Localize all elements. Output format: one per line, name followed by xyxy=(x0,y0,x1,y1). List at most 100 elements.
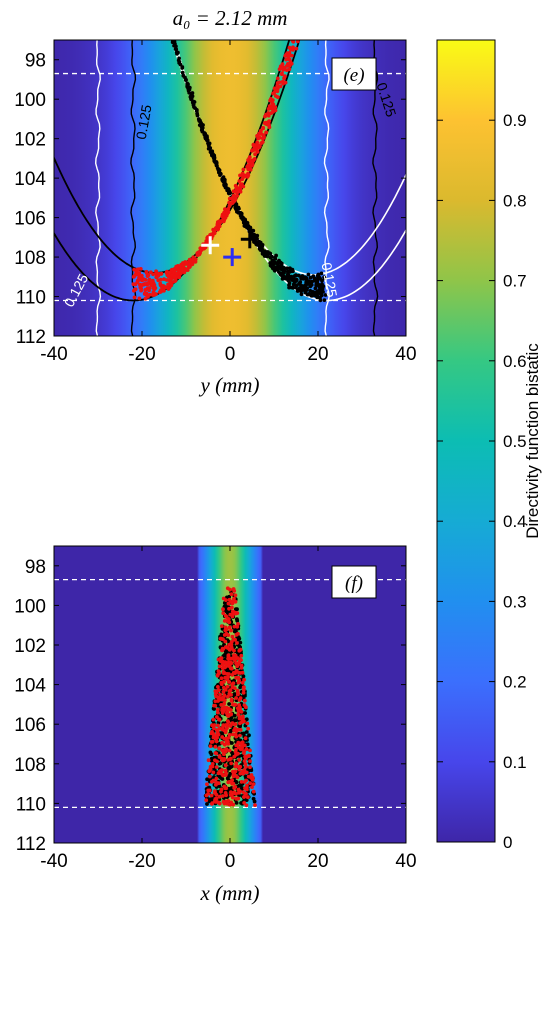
scatter-point xyxy=(293,25,297,29)
scatter-point xyxy=(234,696,239,700)
scatter-point xyxy=(210,802,214,806)
scatter-point xyxy=(304,8,308,12)
scatter-point xyxy=(133,287,137,292)
scatter-point xyxy=(220,748,225,753)
scatter-point xyxy=(227,672,231,676)
scatter-point xyxy=(301,2,305,6)
contour-label: 0.125 xyxy=(133,103,155,140)
scatter-point xyxy=(238,640,243,645)
scatter-point xyxy=(210,739,215,744)
scatter-point xyxy=(285,266,290,271)
y-tick-label: 102 xyxy=(14,636,46,657)
scatter-point xyxy=(166,23,170,27)
scatter-point xyxy=(170,31,174,35)
scatter-point xyxy=(255,149,260,154)
scatter-point xyxy=(156,278,161,283)
scatter-point xyxy=(212,159,217,163)
scatter-point xyxy=(214,796,219,801)
scatter-point xyxy=(323,293,328,297)
scatter-point xyxy=(236,712,241,717)
scatter-point xyxy=(308,284,313,289)
scatter-point xyxy=(169,283,174,288)
scatter-point xyxy=(172,274,177,279)
scatter-point xyxy=(212,707,217,711)
scatter-point xyxy=(204,798,209,802)
scatter-point xyxy=(210,149,215,154)
scatter-point xyxy=(301,11,305,15)
scatter-point xyxy=(291,32,295,36)
scatter-point xyxy=(189,94,193,98)
scatter-point xyxy=(294,283,299,288)
scatter-point xyxy=(215,707,220,712)
scatter-point xyxy=(299,24,303,28)
scatter-point xyxy=(214,776,219,781)
scatter-point xyxy=(227,606,231,611)
scatter-point xyxy=(176,58,181,63)
scatter-point xyxy=(215,730,220,735)
scatter-point xyxy=(222,210,227,215)
scatter-point xyxy=(273,255,277,260)
scatter-point xyxy=(199,120,203,125)
scatter-point xyxy=(236,727,241,732)
scatter-point xyxy=(221,707,226,712)
scatter-point xyxy=(147,288,152,293)
scatter-point xyxy=(207,774,212,779)
scatter-point xyxy=(251,789,256,794)
scatter-point xyxy=(174,265,179,269)
scatter-point xyxy=(221,178,226,183)
scatter-point xyxy=(205,782,209,787)
scatter-point xyxy=(298,7,302,11)
scatter-point xyxy=(231,770,236,775)
scatter-point xyxy=(286,270,290,274)
scatter-point xyxy=(219,680,224,685)
scatter-point xyxy=(226,720,231,725)
scatter-point xyxy=(264,130,269,135)
x-tick-label: -40 xyxy=(40,851,67,872)
scatter-point xyxy=(235,194,240,198)
scatter-point xyxy=(168,31,172,35)
scatter-point xyxy=(237,790,241,795)
scatter-point xyxy=(234,207,238,212)
scatter-point xyxy=(225,684,230,689)
scatter-point xyxy=(216,167,221,172)
scatter-point xyxy=(170,267,174,272)
scatter-point xyxy=(211,154,216,159)
scatter-point xyxy=(226,739,230,744)
scatter-point xyxy=(236,796,241,801)
figure-title: a₀ = 2.12 mm xyxy=(173,6,288,30)
colorbar-tick-label: 0.2 xyxy=(503,673,527,692)
scatter-point xyxy=(238,721,242,726)
scatter-point xyxy=(169,31,173,35)
scatter-point xyxy=(257,145,261,150)
scatter-point xyxy=(244,792,248,796)
panel-f-xlabel: x (mm) xyxy=(200,881,260,905)
scatter-point xyxy=(166,15,170,19)
scatter-point xyxy=(236,709,241,713)
scatter-point xyxy=(212,703,217,708)
scatter-point xyxy=(268,255,273,260)
panel-f-label: (f) xyxy=(345,573,363,594)
scatter-point xyxy=(139,283,144,288)
scatter-point xyxy=(281,67,286,72)
scatter-point xyxy=(243,217,248,222)
scatter-point xyxy=(239,741,244,745)
scatter-point xyxy=(165,17,169,21)
scatter-point xyxy=(233,203,238,208)
x-tick-label: 20 xyxy=(307,344,328,365)
scatter-point xyxy=(226,766,231,770)
scatter-point xyxy=(159,0,163,1)
scatter-point xyxy=(246,173,251,178)
scatter-point xyxy=(252,157,257,161)
scatter-point xyxy=(244,803,249,808)
scatter-point xyxy=(177,275,182,280)
scatter-point xyxy=(248,748,252,753)
scatter-point xyxy=(227,200,232,205)
scatter-point xyxy=(168,280,173,285)
scatter-point xyxy=(251,782,256,786)
scatter-point xyxy=(223,614,228,618)
scatter-point xyxy=(230,634,235,639)
scatter-point xyxy=(238,671,243,675)
scatter-point xyxy=(162,5,166,9)
scatter-point xyxy=(239,780,244,784)
